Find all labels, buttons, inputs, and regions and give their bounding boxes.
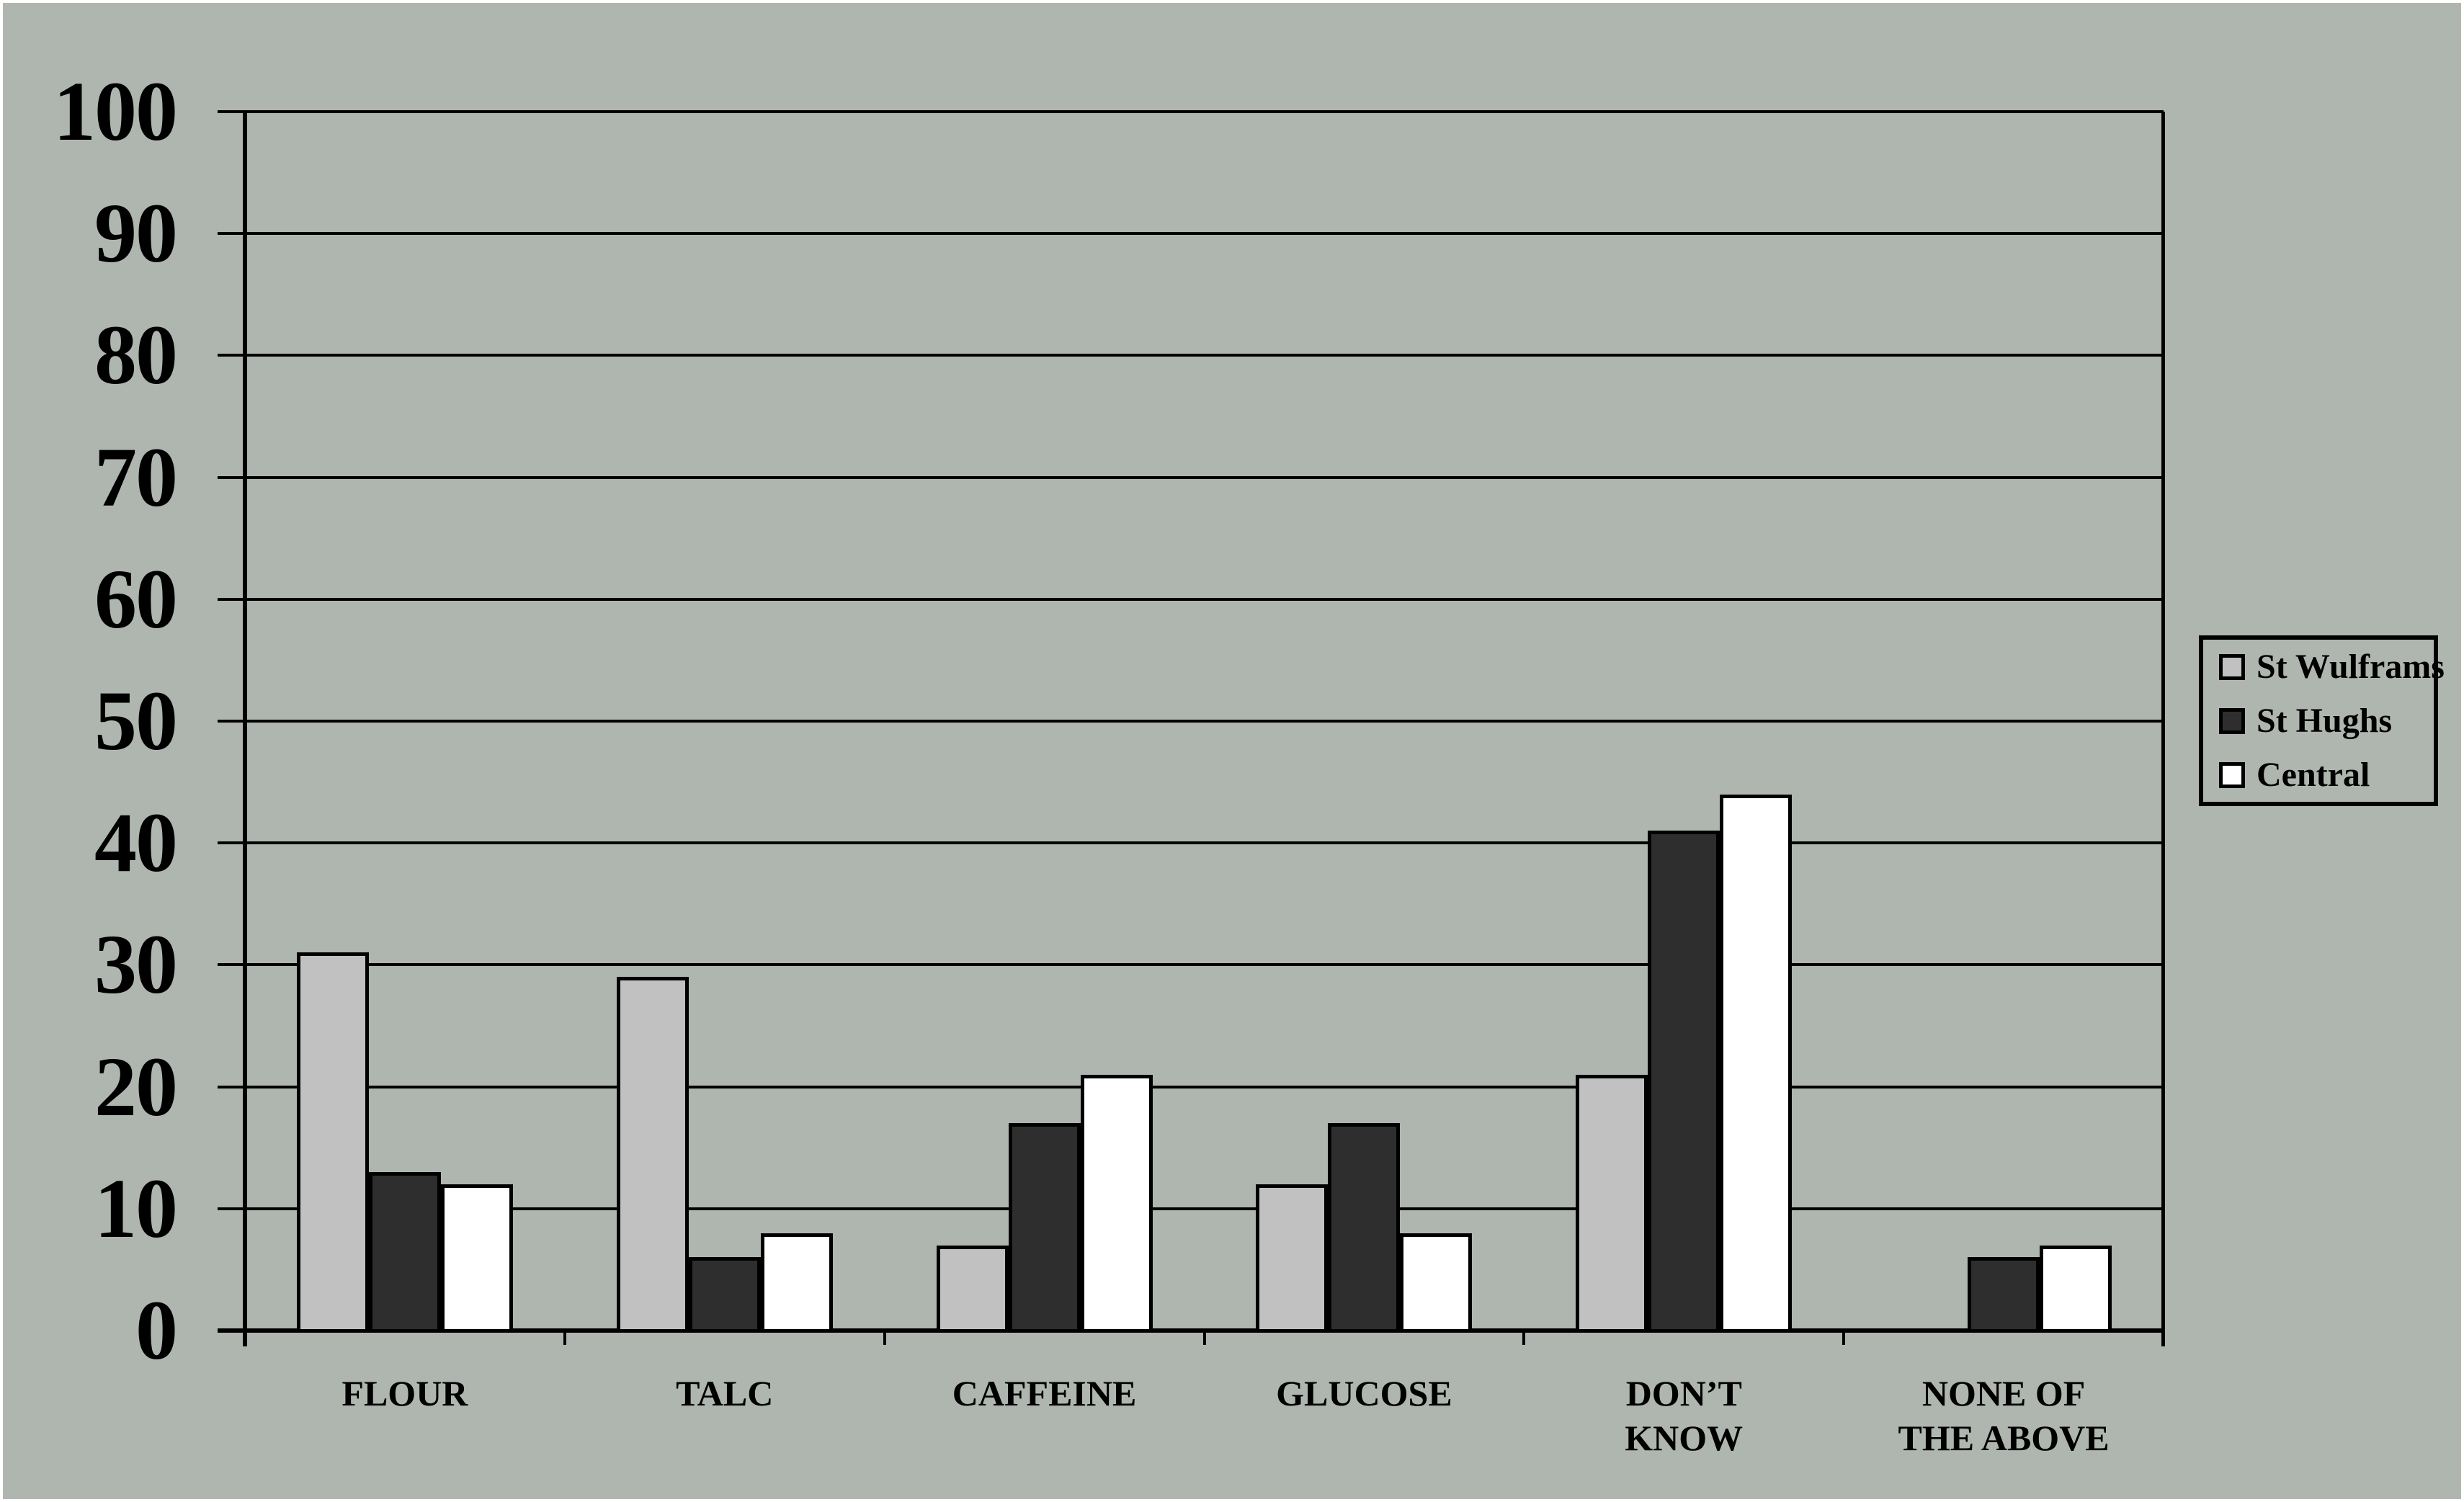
y-axis-tick-label: 40: [94, 795, 178, 890]
gridline: [218, 475, 2164, 479]
y-axis-tick-label: 50: [94, 674, 178, 768]
y-axis-line: [243, 112, 247, 1346]
x-axis-tick: [1202, 1331, 1206, 1345]
x-axis-tick: [244, 1331, 246, 1345]
legend-swatch-central: [2219, 761, 2245, 788]
x-axis-tick: [883, 1331, 886, 1345]
x-axis-tick: [1842, 1331, 1846, 1345]
bar-central: [1080, 1074, 1153, 1333]
bar-st-hughs: [1968, 1257, 2040, 1333]
bar-central: [1720, 794, 1793, 1333]
y-axis-tick-label: 100: [53, 64, 178, 158]
x-axis-category-label: TALC: [676, 1373, 774, 1413]
legend-label-st-hughs: St Hughs: [2257, 701, 2393, 740]
plot-area: 0 10 20 30 40 50 60 70 80 90 100 FLOUR TALC CAFFEINE G…: [53, 67, 2165, 1458]
bar-central: [1400, 1233, 1473, 1333]
gridline: [218, 1328, 2164, 1333]
x-axis-category-label: DON’T KNOW: [1625, 1373, 1744, 1458]
x-axis-category-label: GLUCOSE: [1276, 1373, 1452, 1413]
x-axis-tick: [1522, 1331, 1526, 1345]
gridline: [218, 1207, 2164, 1210]
y-axis-tick-label: 80: [94, 308, 178, 403]
bar-st-wulframs: [1256, 1184, 1329, 1333]
legend-label-st-wulframs: St Wulframs: [2257, 647, 2445, 686]
bar-st-hughs: [688, 1257, 761, 1333]
x-axis-category-label: NONE OF THE ABOVE: [1898, 1373, 2110, 1458]
y-axis-tick-label: 30: [94, 917, 178, 1012]
bar-st-wulframs: [616, 977, 689, 1333]
gridline: [218, 354, 2164, 357]
y-axis-tick-label: 20: [94, 1039, 178, 1134]
x-axis-category-label: FLOUR: [342, 1373, 468, 1413]
y-axis-tick-label: 70: [94, 429, 178, 524]
y-axis-tick-label: 60: [94, 551, 178, 646]
bar-central: [760, 1233, 833, 1333]
x-axis-category-label: CAFFEINE: [952, 1373, 1137, 1413]
bar-st-wulframs: [296, 952, 369, 1333]
plot-right-border: [2161, 112, 2165, 1346]
x-axis-tick: [563, 1331, 566, 1345]
x-axis-tick: [2162, 1331, 2165, 1345]
chart-canvas: 0 10 20 30 40 50 60 70 80 90 100 FLOUR TALC CAFFEINE G…: [3, 3, 2461, 1499]
bar-central: [440, 1184, 513, 1333]
gridline: [218, 597, 2164, 601]
gridline: [218, 110, 2164, 113]
gridline: [218, 232, 2164, 236]
legend-swatch-st-wulframs: [2219, 653, 2245, 680]
gridline: [218, 841, 2164, 845]
bar-st-hughs: [1648, 831, 1720, 1333]
legend-label-central: Central: [2257, 755, 2370, 794]
gridline: [218, 963, 2164, 967]
gridline: [218, 1085, 2164, 1088]
bar-central: [2040, 1245, 2112, 1333]
y-axis-tick-label: 0: [135, 1283, 178, 1377]
y-axis-tick-label: 10: [94, 1161, 178, 1256]
bar-st-wulframs: [936, 1245, 1009, 1333]
legend: St Wulframs St Hughs Central: [2199, 635, 2445, 806]
bar-st-hughs: [1328, 1123, 1401, 1333]
legend-item: Central: [2219, 755, 2434, 794]
gridline: [218, 720, 2164, 723]
bar-st-wulframs: [1576, 1074, 1648, 1333]
legend-swatch-st-hughs: [2219, 707, 2245, 734]
legend-item: St Wulframs: [2219, 649, 2445, 684]
bar-st-hughs: [1008, 1123, 1081, 1333]
legend-item: St Hughs: [2219, 701, 2434, 740]
y-axis-tick-label: 90: [94, 186, 178, 281]
bar-st-hughs: [368, 1172, 441, 1333]
